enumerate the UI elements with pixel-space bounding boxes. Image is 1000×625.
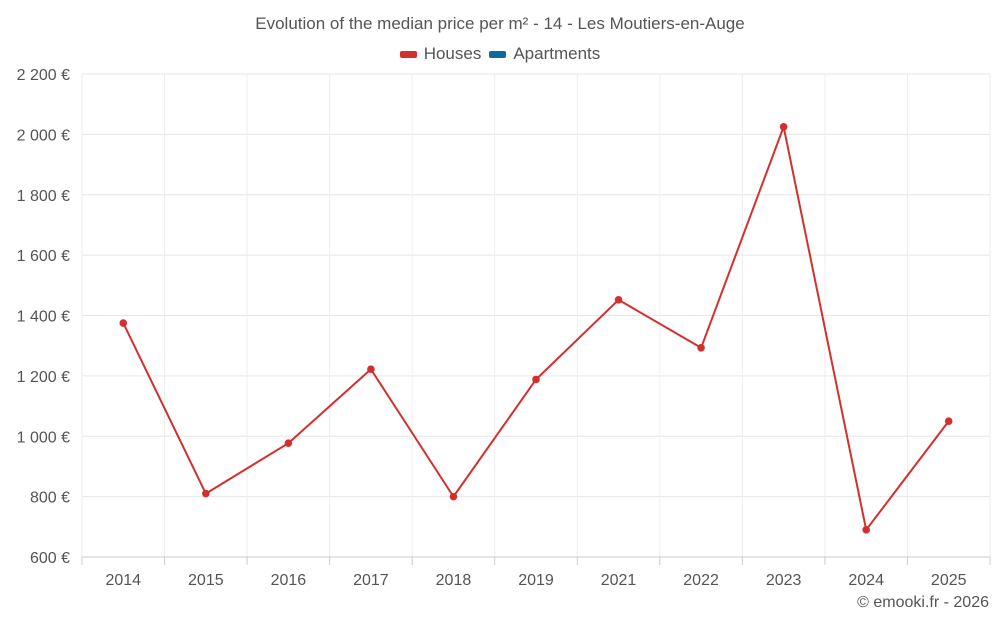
x-tick-label: 2016 (271, 572, 307, 589)
credit-text: © emooki.fr - 2026 (857, 594, 989, 611)
x-tick-label: 2015 (188, 572, 224, 589)
legend-swatch-houses (399, 50, 417, 58)
y-tick-label: 1 000 € (17, 429, 70, 446)
y-tick-label: 1 600 € (17, 248, 70, 265)
data-point-houses (862, 526, 870, 534)
data-point-houses (119, 319, 128, 327)
data-point-houses (614, 296, 623, 304)
x-tick-label: 2023 (766, 572, 802, 589)
legend-swatch-apartments (489, 50, 507, 58)
chart-title: Evolution of the median price per m² - 1… (255, 14, 745, 33)
y-tick-label: 800 € (30, 490, 70, 507)
x-tick-label: 2017 (353, 572, 389, 589)
legend: Houses Apartments (0, 44, 1000, 64)
legend-item-houses[interactable]: Houses (399, 44, 482, 64)
y-tick-label: 1 400 € (17, 309, 70, 326)
x-tick-label: 2019 (518, 572, 554, 589)
legend-item-apartments[interactable]: Apartments (489, 44, 600, 64)
data-point-houses (202, 489, 210, 498)
x-tick-label: 2025 (931, 572, 967, 589)
y-tick-label: 2 000 € (17, 127, 70, 144)
y-tick-label: 1 200 € (17, 369, 70, 386)
x-tick-label: 2024 (848, 572, 884, 589)
data-point-houses (944, 417, 953, 425)
data-point-houses (284, 439, 293, 447)
y-tick-label: 1 800 € (17, 188, 70, 205)
data-point-houses (449, 492, 458, 501)
x-tick-label: 2014 (105, 572, 141, 589)
legend-label-houses: Houses (423, 44, 482, 63)
x-tick-label: 2018 (436, 572, 472, 589)
data-point-houses (532, 375, 540, 384)
legend-label-apartments: Apartments (513, 44, 601, 63)
data-point-houses (697, 344, 705, 352)
data-point-houses (367, 365, 375, 374)
data-point-houses (779, 123, 788, 131)
x-tick-label: 2021 (601, 572, 637, 589)
x-tick-label: 2022 (683, 572, 719, 589)
y-tick-label: 2 200 € (17, 67, 70, 84)
y-tick-label: 600 € (30, 550, 70, 567)
